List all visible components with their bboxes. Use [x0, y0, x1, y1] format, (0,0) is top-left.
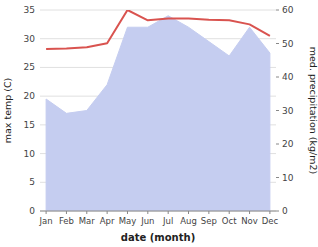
y2-tick — [276, 10, 279, 11]
y-axis-title: max temp (C) — [2, 78, 13, 144]
y2-tick-label: 0 — [282, 206, 288, 216]
temperature-line — [46, 10, 270, 49]
chart: 0 5 10 15 20 25 30 35 0 10 20 30 40 50 60 Jan Feb Mar Apr M… — [0, 0, 318, 247]
x-tick-label: Aug — [180, 216, 197, 226]
y2-tick-label: 60 — [282, 5, 294, 15]
grid-line — [40, 211, 276, 212]
x-tick-label: Nov — [241, 216, 258, 226]
x-tick — [208, 211, 209, 214]
x-tick — [249, 211, 250, 214]
y2-tick — [276, 211, 279, 212]
y-tick-label: 15 — [24, 120, 35, 130]
x-tick — [269, 211, 270, 214]
x-tick — [127, 211, 128, 214]
y-tick-label: 20 — [24, 91, 36, 101]
x-tick — [229, 211, 230, 214]
x-tick — [147, 211, 148, 214]
y2-tick — [276, 43, 279, 44]
y2-tick-label: 30 — [282, 106, 294, 116]
x-tick-label: Sep — [201, 216, 217, 226]
y2-axis-title: med. precipitation (kg/m2) — [308, 47, 318, 174]
x-tick-label: Feb — [59, 216, 74, 226]
y2-tick — [276, 110, 279, 111]
x-tick-label: Dec — [262, 216, 279, 226]
y2-tick-label: 20 — [282, 139, 294, 149]
x-tick-label: Oct — [222, 216, 237, 226]
y2-tick — [276, 77, 279, 78]
y2-tick-label: 40 — [282, 72, 294, 82]
x-tick — [188, 211, 189, 214]
y2-tick — [276, 177, 279, 178]
plot-area — [46, 10, 270, 211]
x-tick — [168, 211, 169, 214]
x-tick — [86, 211, 87, 214]
y-tick-label: 30 — [24, 34, 36, 44]
y2-tick-label: 50 — [282, 39, 294, 49]
y-tick-label: 35 — [24, 5, 35, 15]
x-tick-label: Jun — [140, 216, 154, 226]
y2-tick — [276, 144, 279, 145]
x-tick-label: Jul — [162, 216, 173, 226]
precipitation-area — [46, 16, 270, 211]
grid-line — [40, 10, 276, 11]
x-tick — [66, 211, 67, 214]
x-tick — [107, 211, 108, 214]
x-tick-label: Mar — [79, 216, 96, 226]
x-tick-label: Apr — [100, 216, 115, 226]
x-tick-label: May — [119, 216, 137, 226]
y-tick-label: 10 — [24, 149, 36, 159]
x-axis-line — [40, 211, 276, 212]
x-axis-title: date (month) — [121, 232, 195, 243]
y2-tick-label: 10 — [282, 173, 294, 183]
x-tick — [46, 211, 47, 214]
y-tick-label: 5 — [29, 177, 35, 187]
y-tick-label: 0 — [29, 206, 35, 216]
y-tick-label: 25 — [24, 62, 35, 72]
x-tick-label: Jan — [39, 216, 53, 226]
